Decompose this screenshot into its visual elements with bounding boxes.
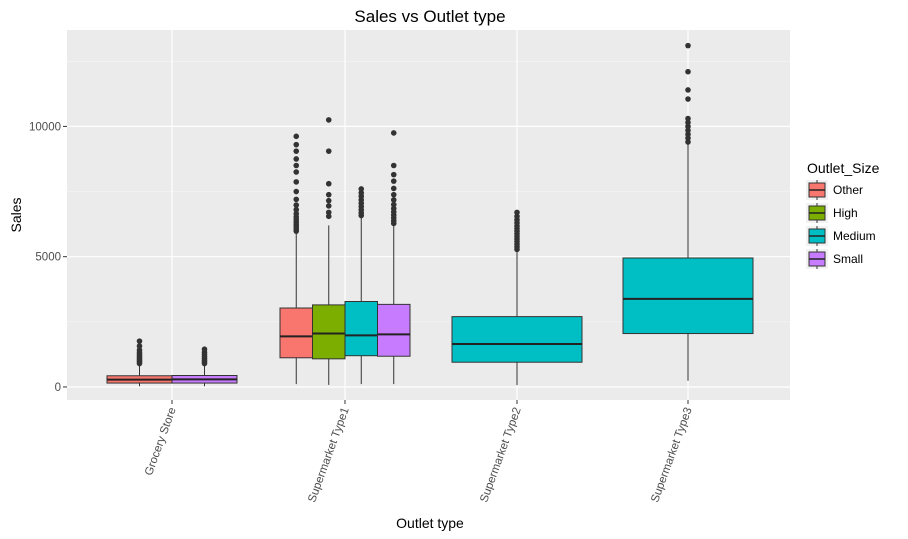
outlier-point <box>325 209 332 216</box>
box-supermarket-type1-medium <box>344 186 378 385</box>
outlier-point <box>293 141 300 148</box>
outlier-point <box>293 133 300 140</box>
plot-panel <box>67 30 790 400</box>
outlier-point <box>293 148 300 154</box>
outlier-point <box>358 190 365 196</box>
outlier-point <box>293 202 300 208</box>
y-tick-label: 10000 <box>29 121 61 133</box>
legend-item-medium: Medium <box>806 226 876 246</box>
outlier-point <box>390 178 397 184</box>
outlier-point <box>685 139 691 145</box>
outlier-point <box>136 338 143 344</box>
outlier-point <box>293 156 300 162</box>
box-body <box>451 316 583 363</box>
legend-label: High <box>833 206 858 220</box>
outlier-point <box>325 203 332 209</box>
box-grocery-store-small <box>171 346 238 387</box>
outlier-point <box>293 169 300 175</box>
outlier-point <box>390 201 397 208</box>
outlier-point <box>514 213 520 220</box>
box-body <box>622 257 754 335</box>
outlier-point <box>201 346 208 352</box>
outlier-point <box>390 191 397 198</box>
y-axis-title: Sales <box>8 197 24 232</box>
box-body <box>312 304 346 360</box>
outlier-point <box>685 135 691 141</box>
outlier-point <box>685 42 691 49</box>
y-tick-label: 5000 <box>35 252 61 264</box>
outlier-point <box>325 117 332 123</box>
outlier-point <box>325 213 332 220</box>
outlier-point <box>390 162 397 169</box>
outlier-point <box>685 115 691 122</box>
outlier-point <box>293 179 300 185</box>
outlier-point <box>685 127 691 134</box>
outlier-point <box>136 347 143 353</box>
outlier-point <box>390 205 397 212</box>
legend: Outlet_Size Other High Medium Small <box>806 160 880 269</box>
outlier-point <box>293 196 300 203</box>
x-tick-label: Supermarket Type3 <box>649 406 695 504</box>
outlier-point <box>136 343 143 349</box>
legend-item-other: Other <box>806 180 863 200</box>
outlier-point <box>325 180 332 187</box>
x-axis: Grocery Store Supermarket Type1 Supermarke… <box>143 400 695 504</box>
x-axis-title: Outlet type <box>396 515 464 531</box>
outlier-point <box>293 210 300 217</box>
outlier-point <box>514 209 520 216</box>
outlier-point <box>685 87 691 93</box>
outlier-point <box>685 119 691 126</box>
outlier-point <box>685 123 691 130</box>
legend-item-small: Small <box>806 249 863 269</box>
outlier-point <box>325 148 332 154</box>
box-body <box>279 307 313 359</box>
box-supermarket-type1-other <box>279 133 313 385</box>
chart-title: Sales vs Outlet type <box>354 7 505 26</box>
legend-title: Outlet_Size <box>807 160 880 176</box>
outlier-point <box>390 171 397 178</box>
outlier-point <box>390 130 397 136</box>
box-supermarket-type1-small <box>377 130 411 385</box>
legend-label: Medium <box>833 229 876 243</box>
legend-label: Other <box>833 183 863 197</box>
outlier-point <box>325 197 332 204</box>
outlier-point <box>293 188 300 195</box>
box-body <box>377 303 411 357</box>
y-tick-label: 0 <box>55 382 61 394</box>
box-supermarket-type3-medium <box>622 42 754 381</box>
legend-label: Small <box>833 252 863 266</box>
box-supermarket-type2-medium <box>451 209 583 386</box>
outlier-point <box>390 185 397 192</box>
outlier-point <box>685 131 691 138</box>
legend-item-high: High <box>806 203 858 223</box>
outlier-point <box>390 197 397 203</box>
outlier-point <box>358 186 365 192</box>
outlier-point <box>685 96 691 102</box>
x-tick-label: Grocery Store <box>143 406 179 477</box>
outlier-point <box>325 191 332 198</box>
outlier-point <box>293 206 300 213</box>
outlier-point <box>685 68 691 75</box>
x-tick-label: Supermarket Type2 <box>478 406 524 504</box>
outlier-point <box>293 162 300 169</box>
box-body <box>344 301 378 357</box>
x-tick-label: Supermarket Type1 <box>306 406 352 504</box>
y-axis: 0 5000 10000 <box>29 121 67 394</box>
boxes-layer <box>106 42 754 387</box>
